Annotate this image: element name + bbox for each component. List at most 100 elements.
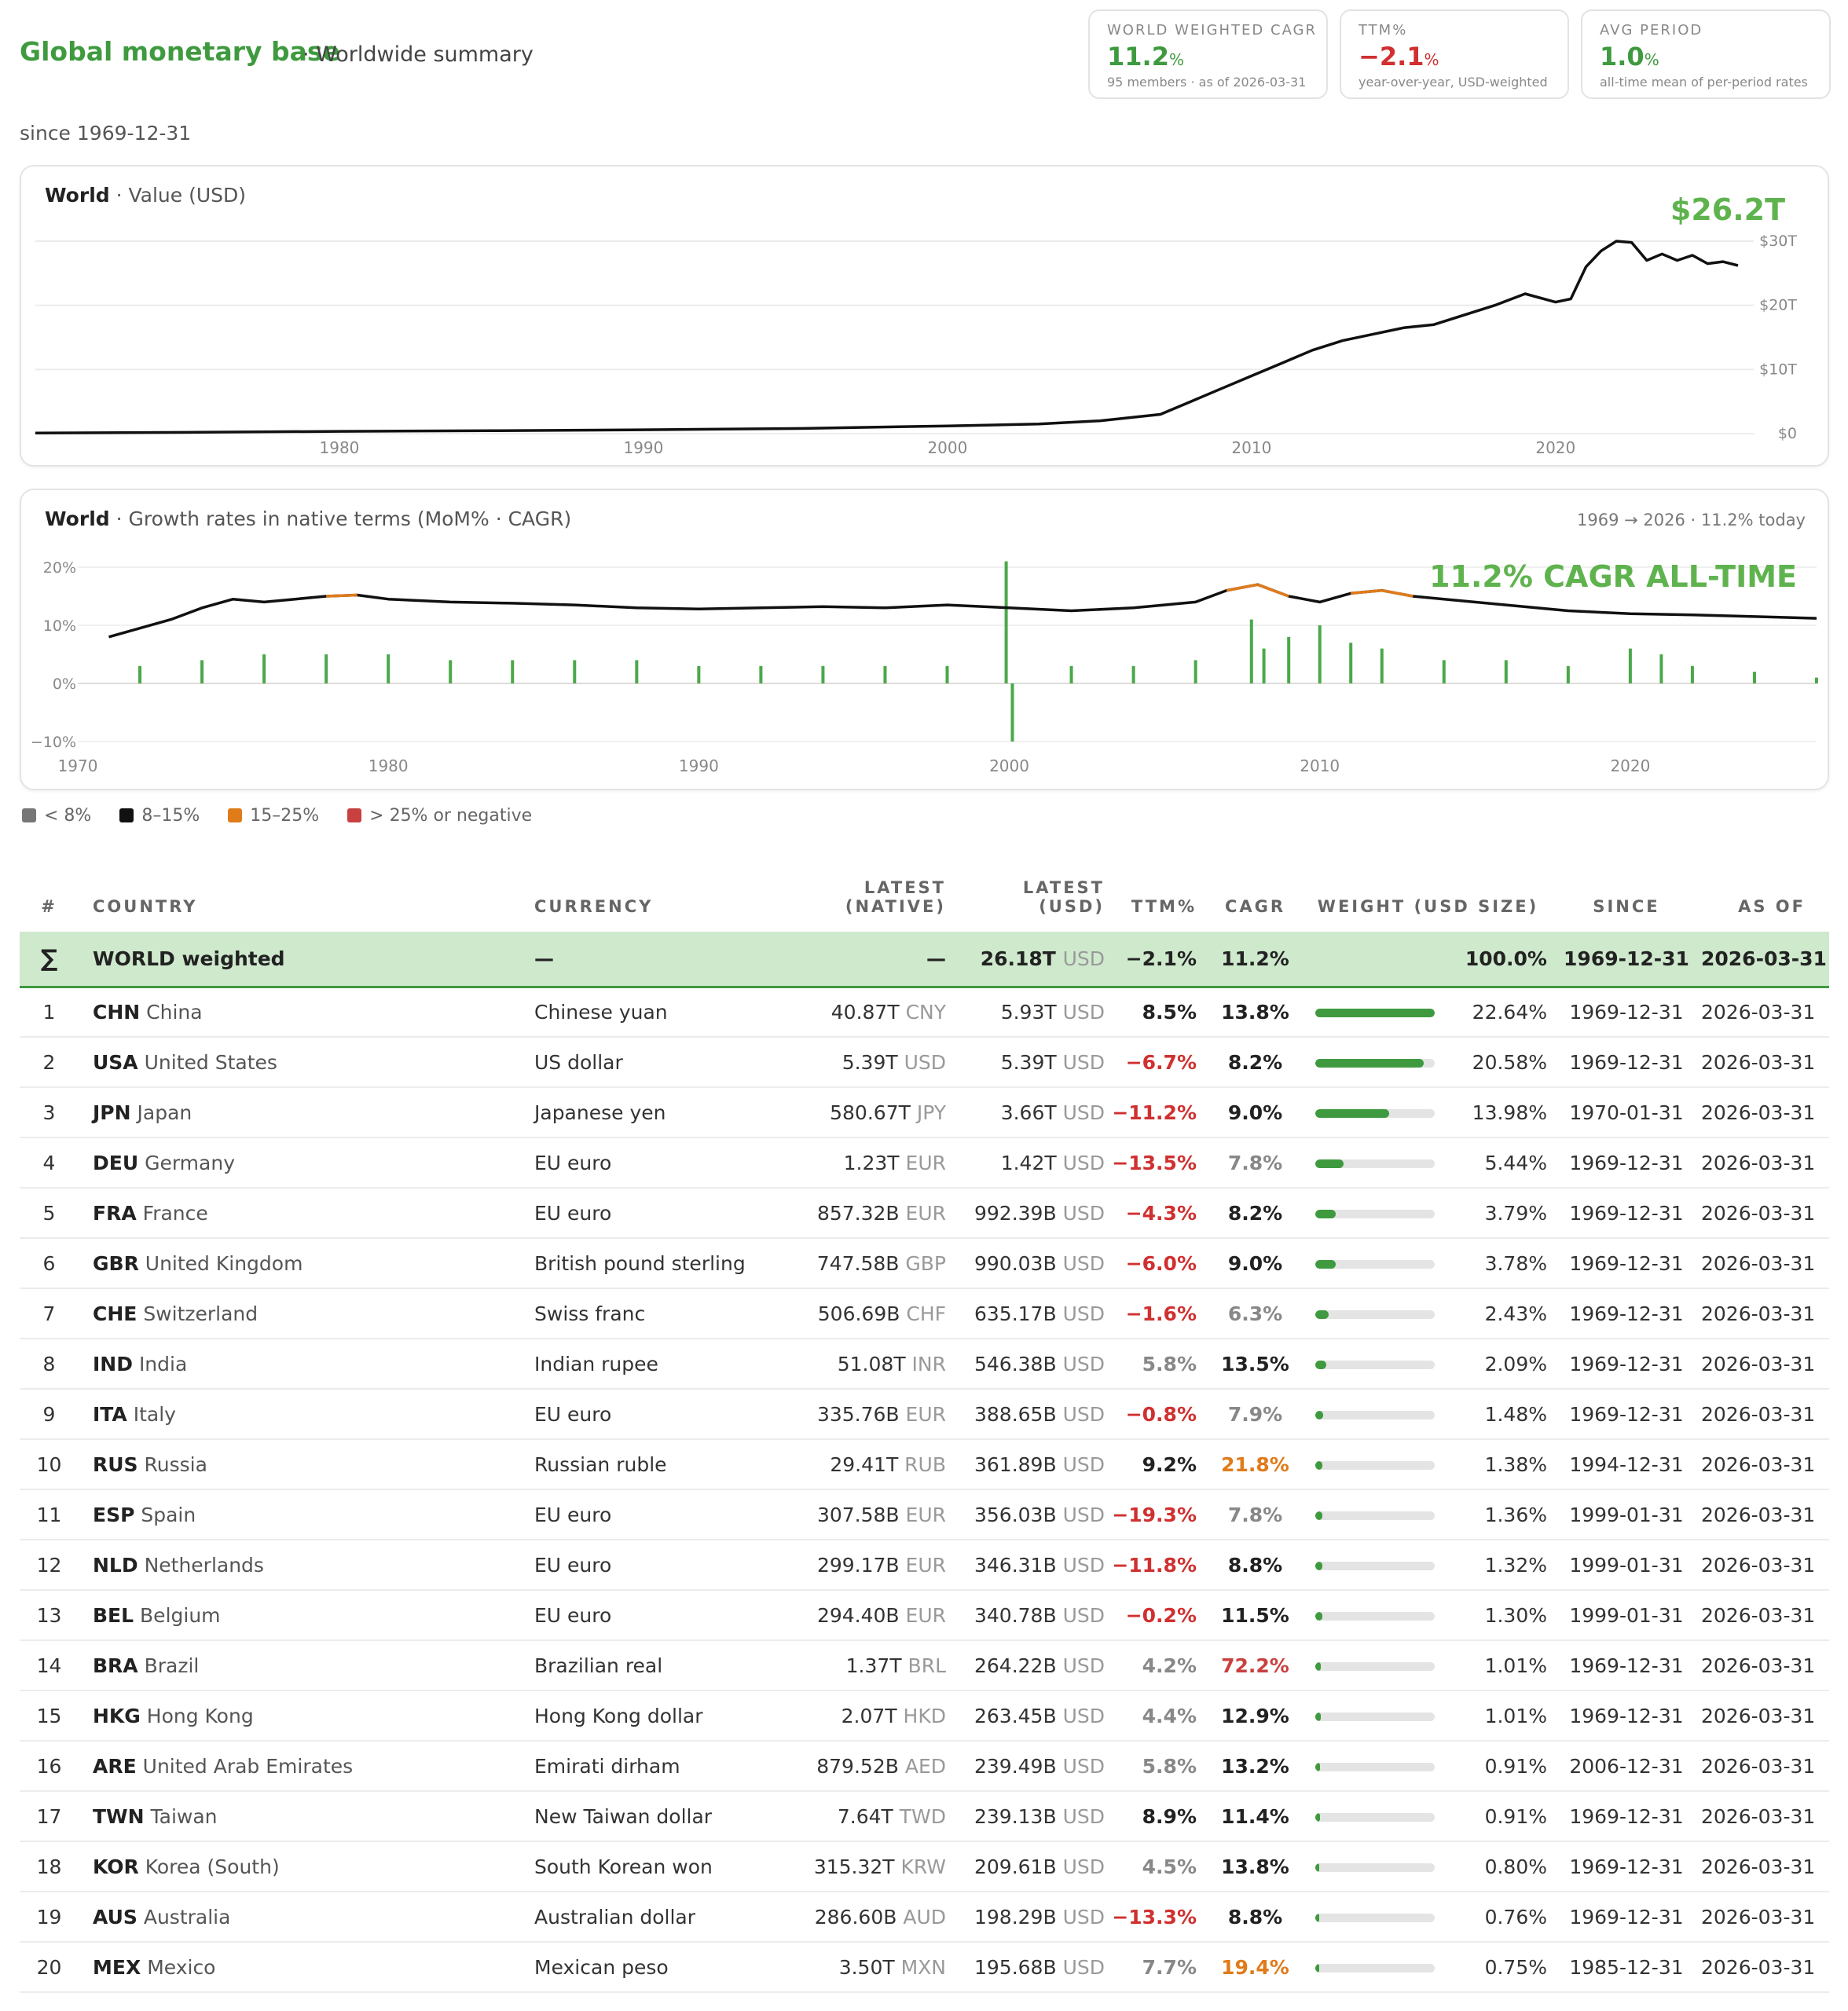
mom-bar — [759, 665, 763, 683]
table-row[interactable]: 3 JPN Japan Japanese yen 580.67T JPY 3.66T U… — [20, 1087, 1829, 1138]
row-ttm: 8.9% — [1108, 1791, 1206, 1842]
mom-bar — [945, 665, 949, 683]
row-country: BRA Brazil — [79, 1640, 534, 1691]
table-row[interactable]: 17 TWN Taiwan New Taiwan dollar 7.64T TWD 23… — [20, 1791, 1829, 1842]
y-tick-label: $0 — [1778, 425, 1797, 442]
row-country: TWN Taiwan — [79, 1791, 534, 1842]
row-ttm: −11.2% — [1108, 1087, 1206, 1138]
row-usd: 340.78B USD — [951, 1590, 1108, 1641]
world-name: WORLD weighted — [79, 932, 534, 988]
row-weight-bar — [1304, 1389, 1438, 1440]
row-since: 1969-12-31 — [1552, 1137, 1701, 1189]
row-as-of: 2026-03-31 — [1701, 1087, 1829, 1138]
table-row[interactable]: 6 GBR United Kingdom British pound sterlin… — [20, 1238, 1829, 1289]
col-as-of[interactable]: AS OF — [1738, 897, 1806, 916]
row-usd: 388.65B USD — [951, 1389, 1108, 1440]
row-currency: New Taiwan dollar — [534, 1791, 754, 1842]
col-currency[interactable]: CURRENCY — [534, 897, 654, 916]
row-cagr: 21.8% — [1206, 1439, 1304, 1490]
row-weight: 1.30% — [1438, 1590, 1552, 1641]
row-as-of: 2026-03-31 — [1701, 1238, 1829, 1289]
table-row[interactable]: 9 ITA Italy EU euro 335.76B EUR 388.65B USD −… — [20, 1389, 1829, 1440]
table-row[interactable]: 4 DEU Germany EU euro 1.23T EUR 1.42T USD −13… — [20, 1137, 1829, 1189]
col-latest-native[interactable]: LATEST (NATIVE) — [845, 878, 946, 916]
mom-bar — [1004, 561, 1008, 683]
row-weight-bar — [1304, 1690, 1438, 1742]
row-cagr: 13.8% — [1206, 987, 1304, 1038]
mom-bar — [697, 665, 701, 683]
kpi-value: −2.1% — [1358, 42, 1439, 71]
mom-bar — [262, 654, 266, 683]
table-row[interactable]: 8 IND India Indian rupee 51.08T INR 546.38B … — [20, 1339, 1829, 1390]
row-weight: 5.44% — [1438, 1137, 1552, 1189]
table-row[interactable]: 11 ESP Spain EU euro 307.58B EUR 356.03B USD… — [20, 1489, 1829, 1540]
mom-bar — [511, 660, 515, 683]
row-weight: 1.01% — [1438, 1640, 1552, 1691]
table-row[interactable]: 20 MEX Mexico Mexican peso 3.50T MXN 195.68B… — [20, 1942, 1829, 1993]
row-as-of: 2026-03-31 — [1701, 1037, 1829, 1088]
row-weight: 1.01% — [1438, 1690, 1552, 1742]
col-cagr[interactable]: CAGR — [1224, 897, 1286, 916]
row-weight-bar — [1304, 1137, 1438, 1189]
table-row[interactable]: 7 CHE Switzerland Swiss franc 506.69B CHF 63… — [20, 1288, 1829, 1339]
row-weight-bar — [1304, 1942, 1438, 1993]
row-weight: 1.36% — [1438, 1489, 1552, 1540]
row-native: 51.08T INR — [754, 1339, 951, 1390]
row-currency: Japanese yen — [534, 1087, 754, 1138]
table-row[interactable]: 19 AUS Australia Australian dollar 286.60B … — [20, 1892, 1829, 1943]
x-tick-label: 2000 — [927, 438, 967, 457]
row-native: 307.58B EUR — [754, 1489, 951, 1540]
row-since: 1969-12-31 — [1552, 1892, 1701, 1943]
row-native: 1.23T EUR — [754, 1137, 951, 1189]
row-since: 1999-01-31 — [1552, 1590, 1701, 1641]
table-row[interactable]: 2 USA United States US dollar 5.39T USD 5.39… — [20, 1037, 1829, 1088]
col-latest-usd[interactable]: LATEST (USD) — [1022, 878, 1105, 916]
row-as-of: 2026-03-31 — [1701, 1288, 1829, 1339]
row-usd: 635.17B USD — [951, 1288, 1108, 1339]
row-rank: 16 — [20, 1741, 79, 1792]
row-since: 1969-12-31 — [1552, 1841, 1701, 1892]
col-ttm[interactable]: TTM% — [1131, 897, 1197, 916]
row-cagr: 11.4% — [1206, 1791, 1304, 1842]
row-as-of: 2026-03-31 — [1701, 1188, 1829, 1239]
table-row[interactable]: 12 NLD Netherlands EU euro 299.17B EUR 346.3… — [20, 1540, 1829, 1591]
mom-bar — [1380, 648, 1384, 683]
row-country: KOR Korea (South) — [79, 1841, 534, 1892]
row-native: 879.52B AED — [754, 1741, 951, 1792]
row-weight: 20.58% — [1438, 1037, 1552, 1088]
mom-bar — [821, 665, 825, 683]
table-row[interactable]: 15 HKG Hong Kong Hong Kong dollar 2.07T HKD… — [20, 1690, 1829, 1742]
row-usd: 546.38B USD — [951, 1339, 1108, 1390]
col-since[interactable]: SINCE — [1593, 897, 1660, 916]
table-row[interactable]: 13 BEL Belgium EU euro 294.40B EUR 340.78B U… — [20, 1590, 1829, 1641]
row-country: DEU Germany — [79, 1137, 534, 1189]
row-ttm: −4.3% — [1108, 1188, 1206, 1239]
growth-chart-panel: World · Growth rates in native terms (Mo… — [20, 489, 1829, 790]
table-row[interactable]: 14 BRA Brazil Brazilian real 1.37T BRL 264.2… — [20, 1640, 1829, 1691]
row-since: 1970-01-31 — [1552, 1087, 1701, 1138]
table-row[interactable]: 5 FRA France EU euro 857.32B EUR 992.39B USD… — [20, 1188, 1829, 1239]
value-chart-title: World · Value (USD) — [45, 184, 247, 207]
table-row[interactable]: 16 ARE United Arab Emirates Emirati dirham… — [20, 1741, 1829, 1792]
row-currency: Russian ruble — [534, 1439, 754, 1490]
value-callout: $26.2T — [1670, 192, 1785, 227]
col-country[interactable]: COUNTRY — [93, 897, 198, 916]
kpi-sub: year-over-year, USD-weighted — [1358, 75, 1548, 90]
mom-bar — [1262, 648, 1266, 683]
cagr-highlight-segment — [1351, 588, 1382, 595]
row-native: 3.50T MXN — [754, 1942, 951, 1993]
row-ttm: 7.7% — [1108, 1942, 1206, 1993]
row-currency: EU euro — [534, 1489, 754, 1540]
table-row[interactable]: 1 CHN China Chinese yuan 40.87T CNY 5.93T US… — [20, 987, 1829, 1038]
row-cagr: 19.4% — [1206, 1942, 1304, 1993]
mom-bar — [635, 660, 639, 683]
row-currency: Brazilian real — [534, 1640, 754, 1691]
col-rank[interactable]: # — [41, 897, 57, 916]
col-weight[interactable]: WEIGHT (USD SIZE) — [1317, 897, 1539, 916]
table-row[interactable]: 18 KOR Korea (South) South Korean won 315.3… — [20, 1841, 1829, 1892]
row-country: USA United States — [79, 1037, 534, 1088]
row-usd: 346.31B USD — [951, 1540, 1108, 1591]
row-as-of: 2026-03-31 — [1701, 1741, 1829, 1792]
table-row[interactable]: 10 RUS Russia Russian ruble 29.41T RUB 361.8… — [20, 1439, 1829, 1490]
row-ttm: 4.5% — [1108, 1841, 1206, 1892]
